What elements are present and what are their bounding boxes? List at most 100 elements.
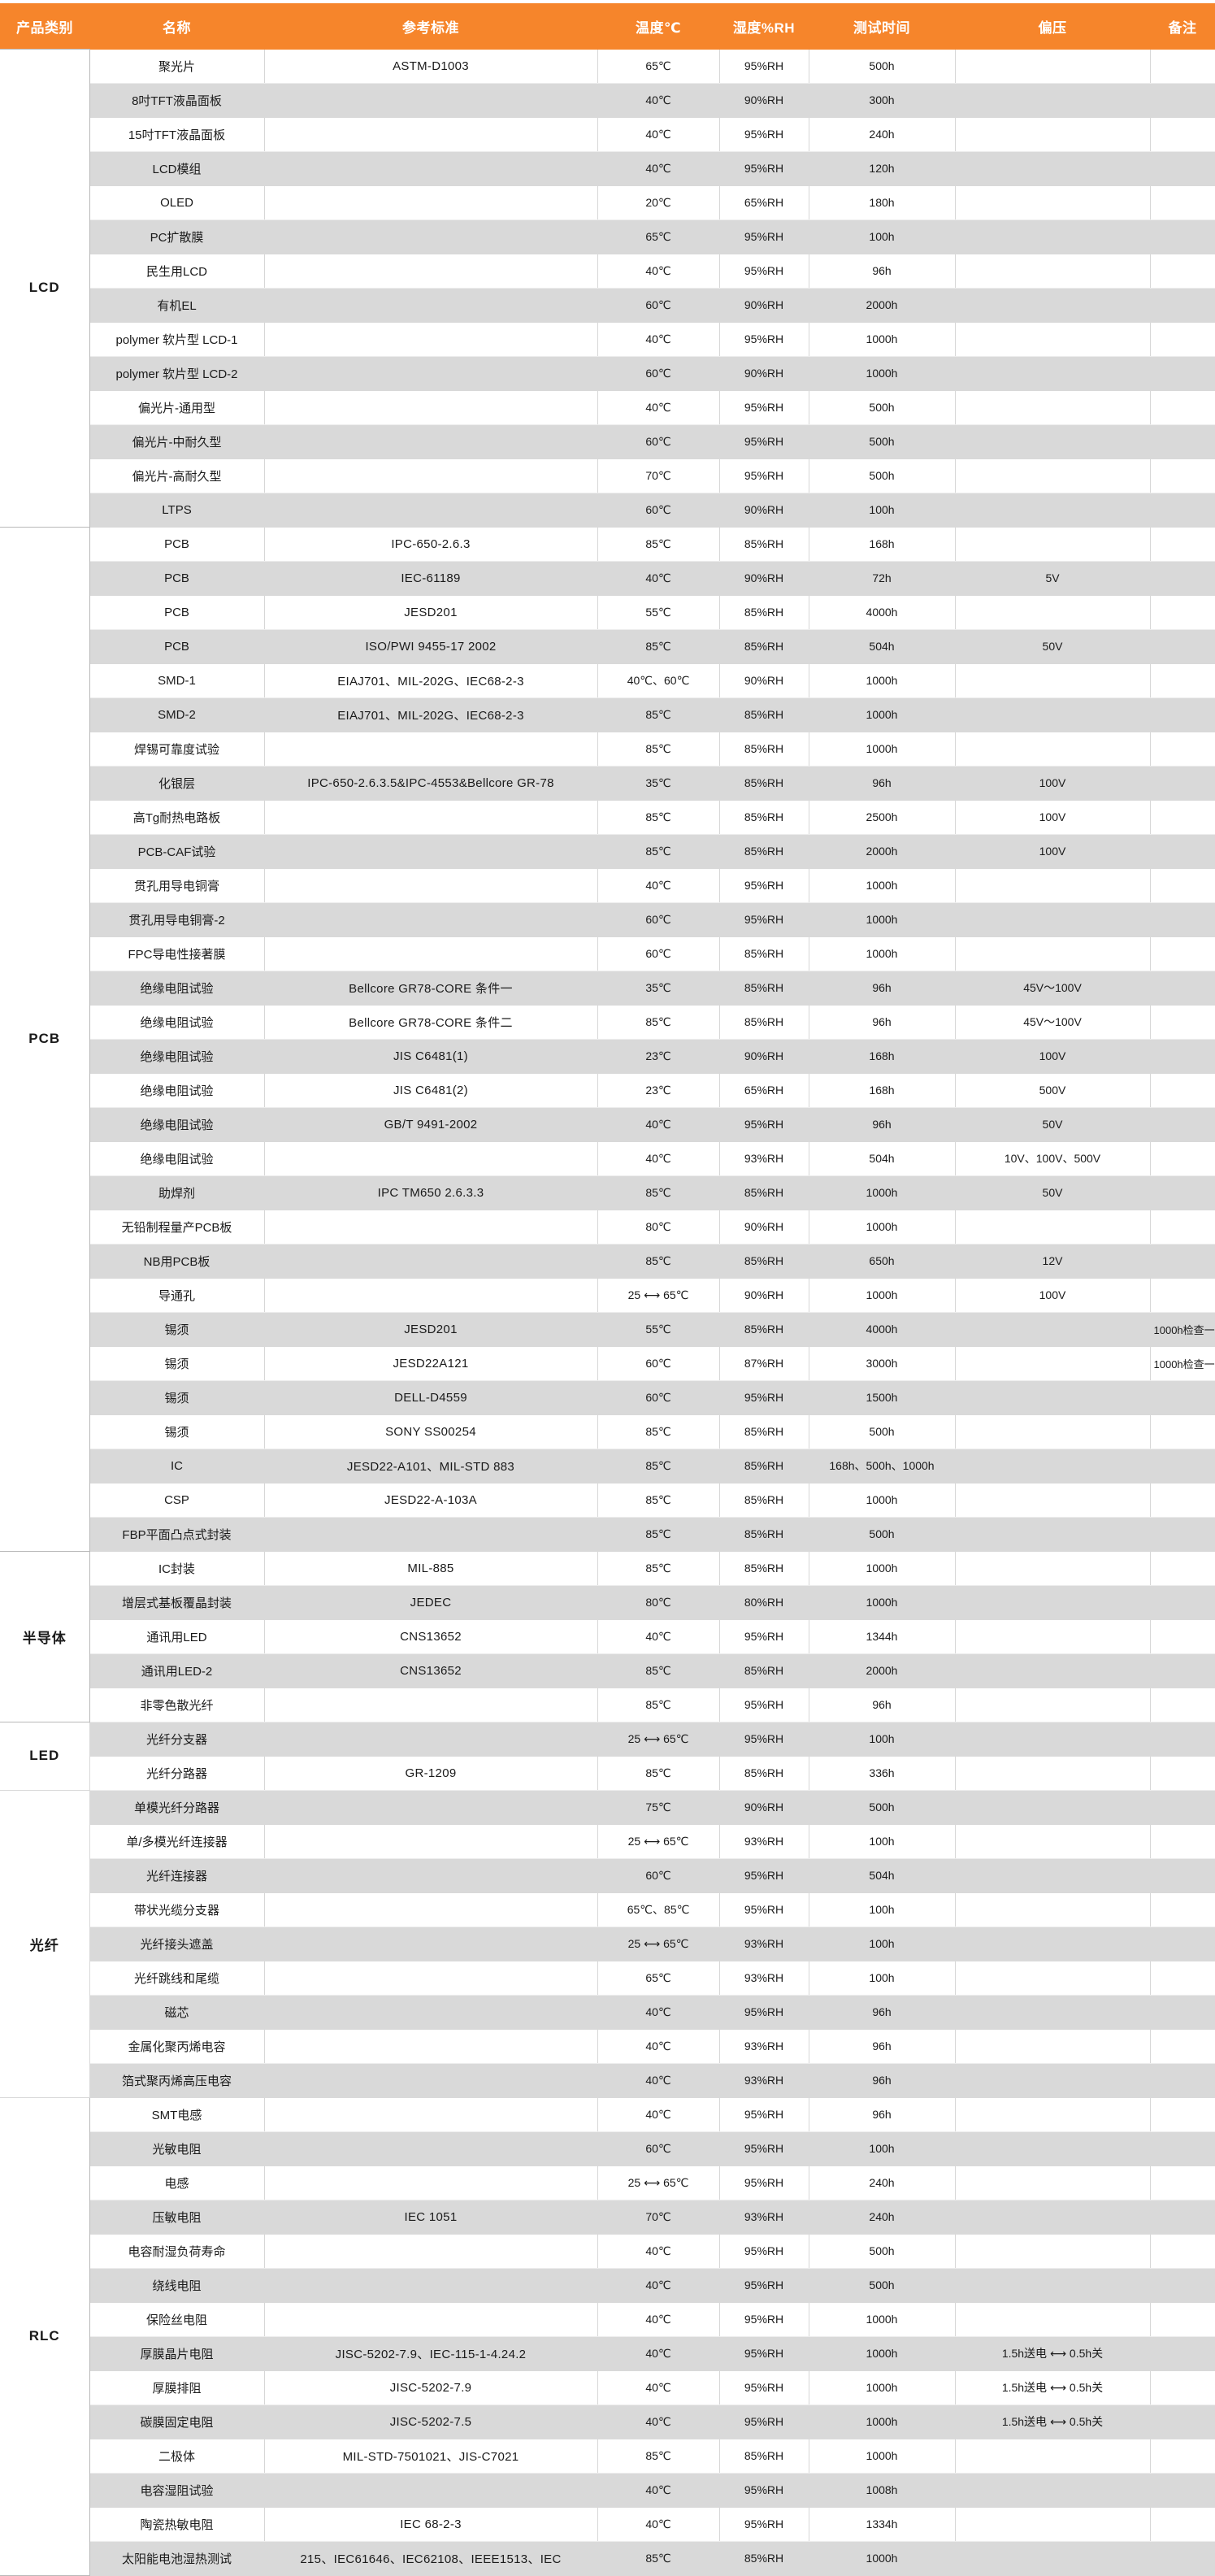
bias-cell: 12V (955, 1244, 1151, 1279)
col-header-standard: 参考标准 (264, 3, 597, 50)
name-cell: 贯孔用导电铜膏-2 (89, 902, 265, 937)
bias-cell (955, 2200, 1151, 2235)
name-cell: 金属化聚丙烯电容 (89, 2029, 265, 2064)
name-cell: 光敏电阻 (89, 2131, 265, 2166)
temperature-cell: 85℃ (597, 1756, 720, 1791)
humidity-cell: 85%RH (719, 595, 809, 630)
remark-cell (1150, 390, 1215, 425)
temperature-cell: 40℃ (597, 2473, 720, 2508)
remark-cell (1150, 1380, 1215, 1415)
bias-cell (955, 322, 1151, 357)
bias-cell (955, 527, 1151, 562)
remark-cell (1150, 561, 1215, 596)
table-row: 绝缘电阻试验 Bellcore GR78-CORE 条件二 85℃ 85%RH 96h 4… (0, 1005, 1215, 1040)
test-time-cell: 500h (809, 1414, 956, 1449)
name-cell: 二极体 (89, 2439, 265, 2474)
table-row: PCB-CAF试验 85℃ 85%RH 2000h 100V (0, 834, 1215, 869)
standard-cell: IEC 1051 (264, 2200, 598, 2235)
test-time-cell: 500h (809, 390, 956, 425)
name-cell: 有机EL (89, 288, 265, 323)
test-time-cell: 72h (809, 561, 956, 596)
table-row: 绝缘电阻试验 JIS C6481(2) 23℃ 65%RH 168h 500V (0, 1073, 1215, 1108)
humidity-cell: 85%RH (719, 1483, 809, 1518)
bias-cell (955, 1722, 1151, 1757)
standard-cell (264, 1722, 598, 1757)
table-row: FBP平面凸点式封装 85℃ 85%RH 500h (0, 1517, 1215, 1552)
humidity-cell: 85%RH (719, 971, 809, 1006)
humidity-cell: 93%RH (719, 1961, 809, 1996)
bias-cell (955, 1892, 1151, 1927)
name-cell: 电感 (89, 2165, 265, 2200)
temperature-cell: 85℃ (597, 2439, 720, 2474)
temperature-cell: 60℃ (597, 1858, 720, 1893)
name-cell: 绝缘电阻试验 (89, 1039, 265, 1074)
standard-cell (264, 458, 598, 493)
name-cell: 焊锡可靠度试验 (89, 732, 265, 767)
bias-cell (955, 2268, 1151, 2303)
bias-cell (955, 868, 1151, 903)
test-time-cell: 1000h (809, 322, 956, 357)
table-row: 光纤连接器 60℃ 95%RH 504h (0, 1858, 1215, 1893)
temperature-cell: 40℃ (597, 390, 720, 425)
remark-cell (1150, 2131, 1215, 2166)
bias-cell (955, 1551, 1151, 1586)
temperature-cell: 40℃ (597, 2268, 720, 2303)
standard-cell (264, 83, 598, 118)
header-spacer (0, 0, 1215, 3)
remark-cell (1150, 1483, 1215, 1518)
remark-cell (1150, 1619, 1215, 1654)
bias-cell (955, 595, 1151, 630)
bias-cell: 1.5h送电 ⟷ 0.5h关 (955, 2404, 1151, 2439)
remark-cell (1150, 117, 1215, 152)
test-time-cell: 1000h (809, 1175, 956, 1210)
category-cell: LED (0, 1721, 90, 1791)
bias-cell: 5V (955, 561, 1151, 596)
temperature-cell: 65℃、85℃ (597, 1892, 720, 1927)
standard-cell: GB/T 9491-2002 (264, 1107, 598, 1142)
name-cell: 非零色散光纤 (89, 1688, 265, 1722)
name-cell: 绕线电阻 (89, 2268, 265, 2303)
test-time-cell: 500h (809, 2234, 956, 2269)
remark-cell (1150, 1141, 1215, 1176)
remark-cell (1150, 458, 1215, 493)
table-header: 产品类别 名称 参考标准 温度℃ 湿度%RH 测试时间 偏压 备注 (0, 0, 1215, 50)
humidity-cell: 95%RH (719, 390, 809, 425)
test-time-cell: 1500h (809, 1380, 956, 1415)
standard-cell (264, 800, 598, 835)
test-time-cell: 1000h (809, 1585, 956, 1620)
bias-cell: 45V～100V (955, 1005, 1151, 1040)
temperature-cell: 85℃ (597, 697, 720, 732)
bias-cell: 50V (955, 1175, 1151, 1210)
table-row: 光纤分路器 GR-1209 85℃ 85%RH 336h (0, 1756, 1215, 1791)
remark-cell (1150, 1927, 1215, 1961)
temperature-cell: 40℃ (597, 117, 720, 152)
standard-cell (264, 185, 598, 220)
standard-cell: JIS C6481(1) (264, 1039, 598, 1074)
test-time-cell: 1344h (809, 1619, 956, 1654)
humidity-cell: 95%RH (719, 1688, 809, 1722)
bias-cell (955, 1517, 1151, 1552)
test-time-cell: 1000h (809, 356, 956, 391)
humidity-cell: 85%RH (719, 697, 809, 732)
name-cell: 箔式聚丙烯高压电容 (89, 2063, 265, 2098)
category-cell: 光纤 (0, 1789, 90, 2098)
table-row: 电容湿阻试验 40℃ 95%RH 1008h (0, 2473, 1215, 2508)
header-row: 产品类别 名称 参考标准 温度℃ 湿度%RH 测试时间 偏压 备注 (0, 3, 1215, 50)
remark-cell (1150, 902, 1215, 937)
humidity-cell: 95%RH (719, 424, 809, 459)
col-header-humidity: 湿度%RH (719, 3, 809, 50)
humidity-cell: 95%RH (719, 1722, 809, 1757)
standard-cell (264, 2063, 598, 2098)
table-row: 偏光片-中耐久型 60℃ 95%RH 500h (0, 424, 1215, 459)
standard-cell (264, 219, 598, 254)
table-row: polymer 软片型 LCD-1 40℃ 95%RH 1000h (0, 322, 1215, 357)
name-cell: 光纤连接器 (89, 1858, 265, 1893)
table-row: 15吋TFT液晶面板 40℃ 95%RH 240h (0, 117, 1215, 152)
standard-cell: IEC-61189 (264, 561, 598, 596)
test-time-cell: 96h (809, 2063, 956, 2098)
bias-cell (955, 1995, 1151, 2030)
name-cell: SMD-1 (89, 663, 265, 698)
humidity-cell: 85%RH (719, 834, 809, 869)
standard-cell: MIL-STD-7501021、JIS-C7021 (264, 2439, 598, 2474)
name-cell: 磁芯 (89, 1995, 265, 2030)
